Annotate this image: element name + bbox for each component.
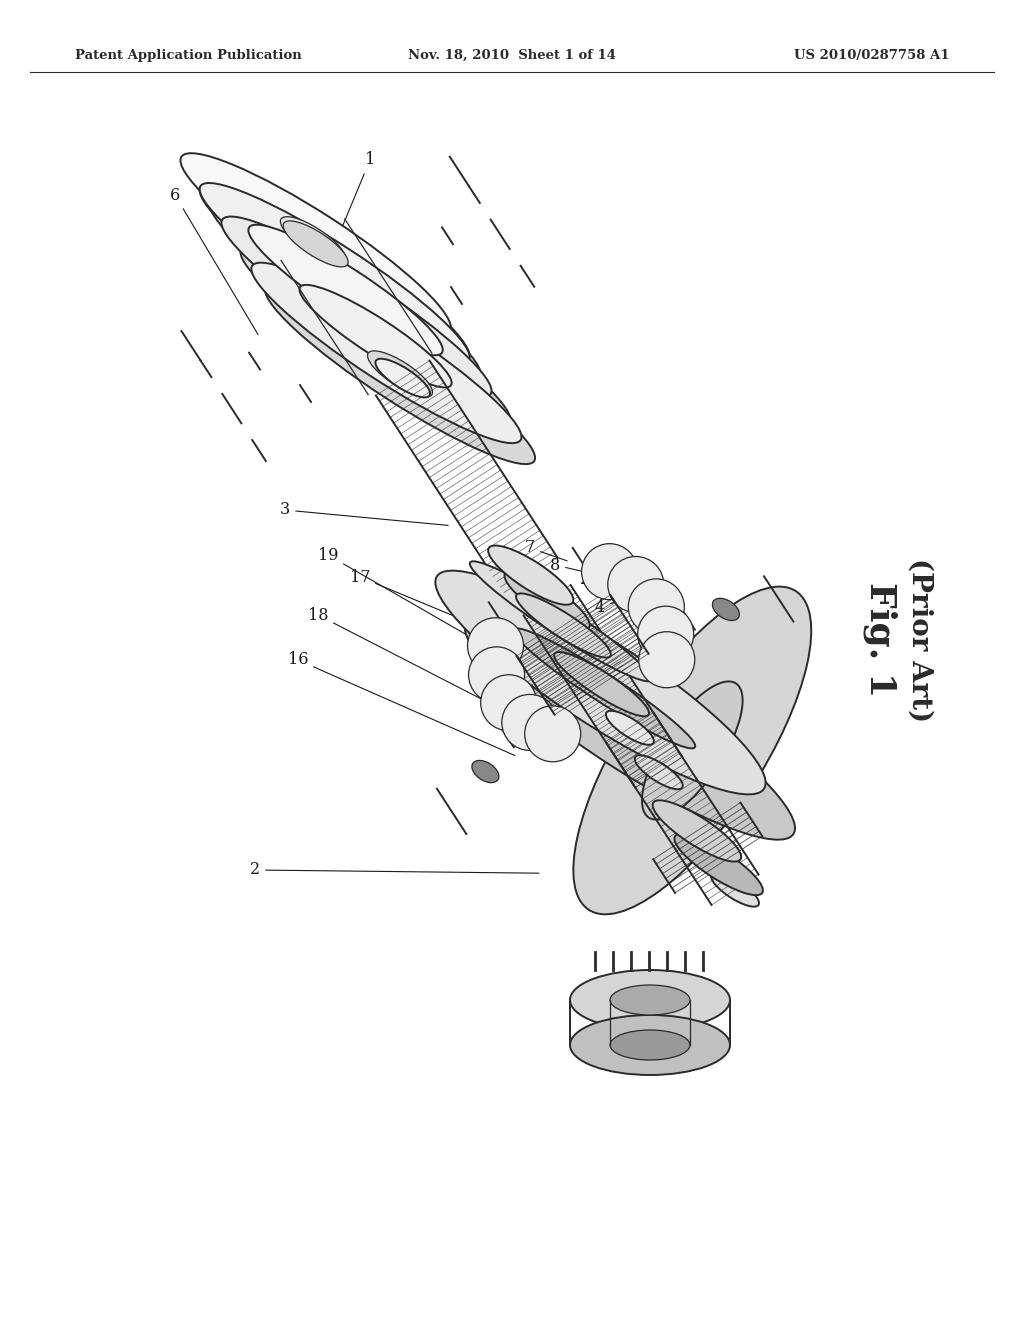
Ellipse shape bbox=[281, 216, 345, 263]
Ellipse shape bbox=[610, 985, 690, 1015]
Text: 7: 7 bbox=[525, 540, 567, 561]
Ellipse shape bbox=[570, 970, 730, 1030]
Ellipse shape bbox=[310, 301, 463, 404]
Ellipse shape bbox=[516, 594, 611, 657]
Ellipse shape bbox=[513, 628, 695, 748]
Circle shape bbox=[639, 632, 694, 688]
Text: 3: 3 bbox=[280, 502, 449, 525]
Text: 8: 8 bbox=[550, 557, 593, 574]
Ellipse shape bbox=[435, 570, 766, 795]
Text: 16: 16 bbox=[288, 652, 515, 755]
Text: Fig. 1: Fig. 1 bbox=[863, 582, 897, 697]
Text: Patent Application Publication: Patent Application Publication bbox=[75, 49, 302, 62]
Circle shape bbox=[524, 706, 581, 762]
Ellipse shape bbox=[711, 873, 759, 907]
Text: US 2010/0287758 A1: US 2010/0287758 A1 bbox=[795, 49, 950, 62]
Ellipse shape bbox=[180, 153, 451, 334]
Text: 17: 17 bbox=[350, 569, 544, 653]
Ellipse shape bbox=[211, 199, 480, 380]
Ellipse shape bbox=[221, 216, 492, 397]
Ellipse shape bbox=[642, 681, 742, 820]
Ellipse shape bbox=[554, 652, 649, 717]
Text: 6: 6 bbox=[170, 186, 258, 334]
Ellipse shape bbox=[713, 598, 739, 620]
Ellipse shape bbox=[265, 284, 536, 465]
Circle shape bbox=[608, 557, 664, 612]
Text: 5: 5 bbox=[535, 586, 582, 628]
Text: 1: 1 bbox=[333, 152, 375, 248]
Ellipse shape bbox=[465, 616, 795, 840]
Ellipse shape bbox=[368, 351, 432, 397]
Text: (Prior Art): (Prior Art) bbox=[906, 558, 934, 722]
Text: 18: 18 bbox=[308, 606, 513, 715]
Ellipse shape bbox=[251, 263, 521, 444]
Ellipse shape bbox=[376, 359, 430, 397]
Ellipse shape bbox=[241, 246, 511, 426]
Circle shape bbox=[638, 606, 693, 663]
Circle shape bbox=[582, 544, 638, 599]
Ellipse shape bbox=[652, 800, 741, 862]
Ellipse shape bbox=[606, 710, 654, 744]
Circle shape bbox=[629, 579, 684, 635]
Ellipse shape bbox=[299, 285, 452, 388]
Circle shape bbox=[480, 675, 537, 731]
Text: 20: 20 bbox=[580, 572, 631, 589]
Circle shape bbox=[468, 618, 523, 673]
Text: 4: 4 bbox=[595, 585, 671, 615]
Ellipse shape bbox=[635, 755, 683, 789]
Ellipse shape bbox=[200, 183, 470, 363]
Text: 19: 19 bbox=[317, 546, 492, 649]
Ellipse shape bbox=[249, 224, 442, 355]
Ellipse shape bbox=[259, 242, 454, 372]
Ellipse shape bbox=[505, 570, 590, 630]
Ellipse shape bbox=[573, 586, 811, 915]
Ellipse shape bbox=[610, 1030, 690, 1060]
Ellipse shape bbox=[488, 545, 573, 605]
Ellipse shape bbox=[504, 556, 558, 594]
Text: Nov. 18, 2010  Sheet 1 of 14: Nov. 18, 2010 Sheet 1 of 14 bbox=[408, 49, 616, 62]
Ellipse shape bbox=[523, 583, 571, 618]
Ellipse shape bbox=[570, 1015, 730, 1074]
Ellipse shape bbox=[283, 220, 348, 267]
Ellipse shape bbox=[472, 760, 499, 783]
Circle shape bbox=[469, 647, 524, 702]
Ellipse shape bbox=[470, 561, 651, 681]
Ellipse shape bbox=[200, 182, 470, 364]
Circle shape bbox=[502, 694, 558, 751]
Text: 9: 9 bbox=[590, 1045, 647, 1068]
Text: 2: 2 bbox=[250, 862, 539, 879]
Ellipse shape bbox=[675, 834, 763, 895]
